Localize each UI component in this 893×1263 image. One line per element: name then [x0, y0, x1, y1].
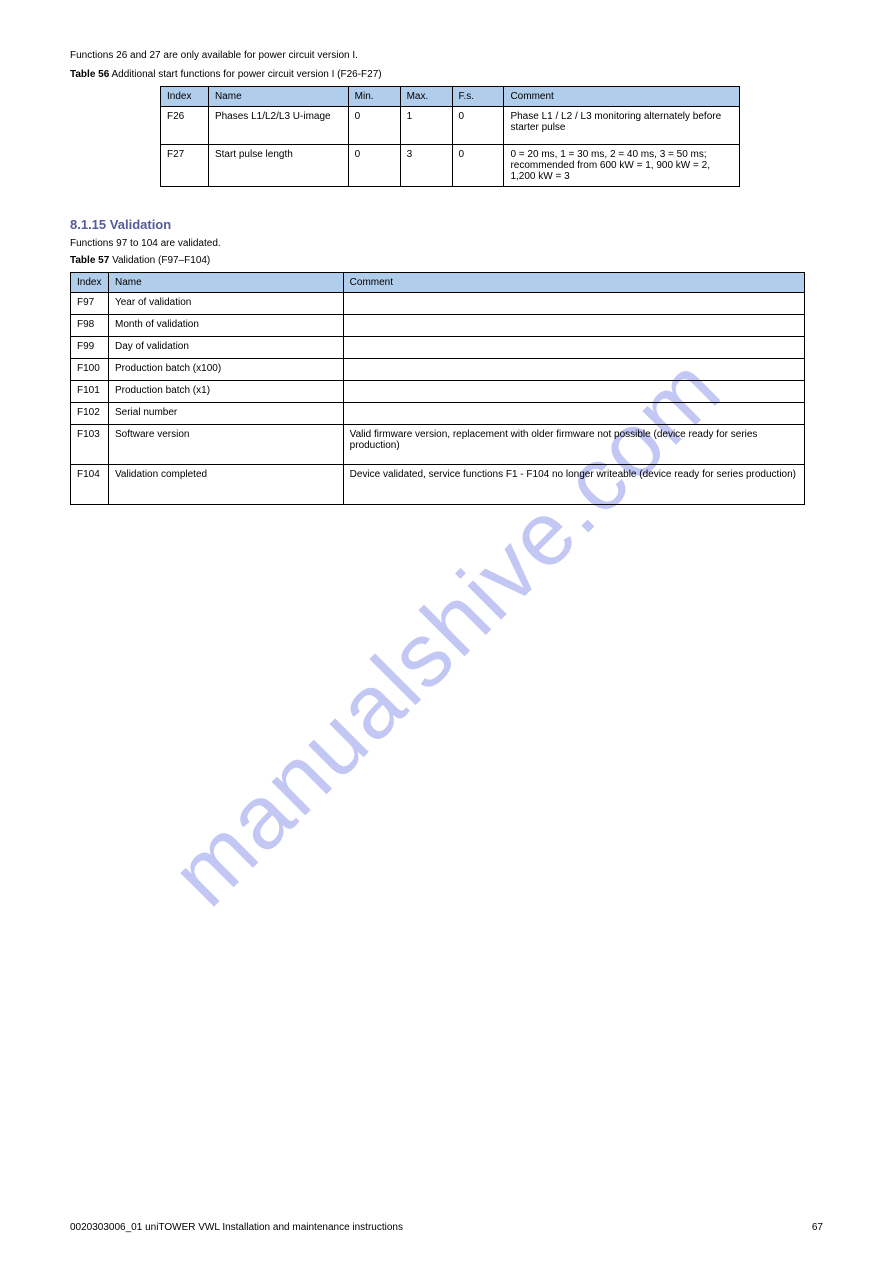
intro-text: Functions 26 and 27 are only available f… — [70, 50, 823, 61]
table1: Index Name Min. Max. F.s. Comment F26 Ph… — [160, 86, 740, 187]
table-row: F103Software versionValid firmware versi… — [71, 425, 805, 465]
table-row: F27 Start pulse length 0 3 0 0 = 20 ms, … — [161, 145, 740, 187]
table1-caption: Table 56 Additional start functions for … — [70, 69, 823, 80]
table-row: F101Production batch (x1) — [71, 381, 805, 403]
cell: Validation completed — [108, 465, 343, 505]
cell: F99 — [71, 337, 109, 359]
cell: Software version — [108, 425, 343, 465]
intro-block: Functions 26 and 27 are only available f… — [70, 50, 823, 187]
cell: F101 — [71, 381, 109, 403]
cell: 0 — [348, 107, 400, 145]
table-row: F99Day of validation — [71, 337, 805, 359]
table-row: F26 Phases L1/L2/L3 U-image 0 1 0 Phase … — [161, 107, 740, 145]
footer-page-number: 67 — [812, 1222, 823, 1233]
cell: 1 — [400, 107, 452, 145]
cell: 0 — [348, 145, 400, 187]
cell: F97 — [71, 293, 109, 315]
cell: Device validated, service functions F1 -… — [343, 465, 804, 505]
cell: Day of validation — [108, 337, 343, 359]
cell — [343, 337, 804, 359]
cell: Serial number — [108, 403, 343, 425]
cell: 0 — [452, 107, 504, 145]
table1-col-0: Index — [161, 87, 209, 107]
cell: 0 — [452, 145, 504, 187]
table2-caption: Table 57 Validation (F97–F104) — [70, 255, 823, 266]
table1-caption-text: Additional start functions for power cir… — [112, 69, 382, 80]
cell: Production batch (x100) — [108, 359, 343, 381]
table1-caption-label: Table 56 — [70, 69, 109, 80]
cell: Year of validation — [108, 293, 343, 315]
table-row: F104Validation completedDevice validated… — [71, 465, 805, 505]
page-content: Functions 26 and 27 are only available f… — [0, 0, 893, 545]
table1-col-4: F.s. — [452, 87, 504, 107]
table2-col-1: Name — [108, 273, 343, 293]
cell — [343, 381, 804, 403]
table-row: F100Production batch (x100) — [71, 359, 805, 381]
cell — [343, 315, 804, 337]
cell: Valid firmware version, replacement with… — [343, 425, 804, 465]
table-row: F97Year of validation — [71, 293, 805, 315]
section-title: 8.1.15 Validation — [70, 217, 823, 232]
section-validation: 8.1.15 Validation Functions 97 to 104 ar… — [70, 217, 823, 505]
cell: F27 — [161, 145, 209, 187]
table1-col-5: Comment — [504, 87, 740, 107]
table2-col-0: Index — [71, 273, 109, 293]
table1-col-2: Min. — [348, 87, 400, 107]
cell — [343, 359, 804, 381]
table1-col-3: Max. — [400, 87, 452, 107]
section-heading: Validation — [110, 217, 171, 232]
section-number: 8.1.15 — [70, 217, 106, 232]
cell: F103 — [71, 425, 109, 465]
cell: F104 — [71, 465, 109, 505]
cell: F98 — [71, 315, 109, 337]
cell: Month of validation — [108, 315, 343, 337]
cell — [343, 403, 804, 425]
table1-col-1: Name — [208, 87, 348, 107]
section-desc: Functions 97 to 104 are validated. — [70, 238, 823, 249]
footer-left: 0020303006_01 uniTOWER VWL Installation … — [70, 1222, 403, 1233]
cell: 0 = 20 ms, 1 = 30 ms, 2 = 40 ms, 3 = 50 … — [504, 145, 740, 187]
cell: F100 — [71, 359, 109, 381]
table2-col-2: Comment — [343, 273, 804, 293]
table2-caption-text: Validation (F97–F104) — [112, 255, 210, 266]
page-footer: 0020303006_01 uniTOWER VWL Installation … — [70, 1222, 823, 1233]
cell: Phase L1 / L2 / L3 monitoring alternatel… — [504, 107, 740, 145]
cell: F102 — [71, 403, 109, 425]
cell: Production batch (x1) — [108, 381, 343, 403]
cell: Start pulse length — [208, 145, 348, 187]
cell — [343, 293, 804, 315]
table2-caption-label: Table 57 — [70, 255, 109, 266]
cell: 3 — [400, 145, 452, 187]
table-row: F102Serial number — [71, 403, 805, 425]
table2: Index Name Comment F97Year of validation… — [70, 272, 805, 505]
cell: F26 — [161, 107, 209, 145]
table-row: F98Month of validation — [71, 315, 805, 337]
cell: Phases L1/L2/L3 U-image — [208, 107, 348, 145]
